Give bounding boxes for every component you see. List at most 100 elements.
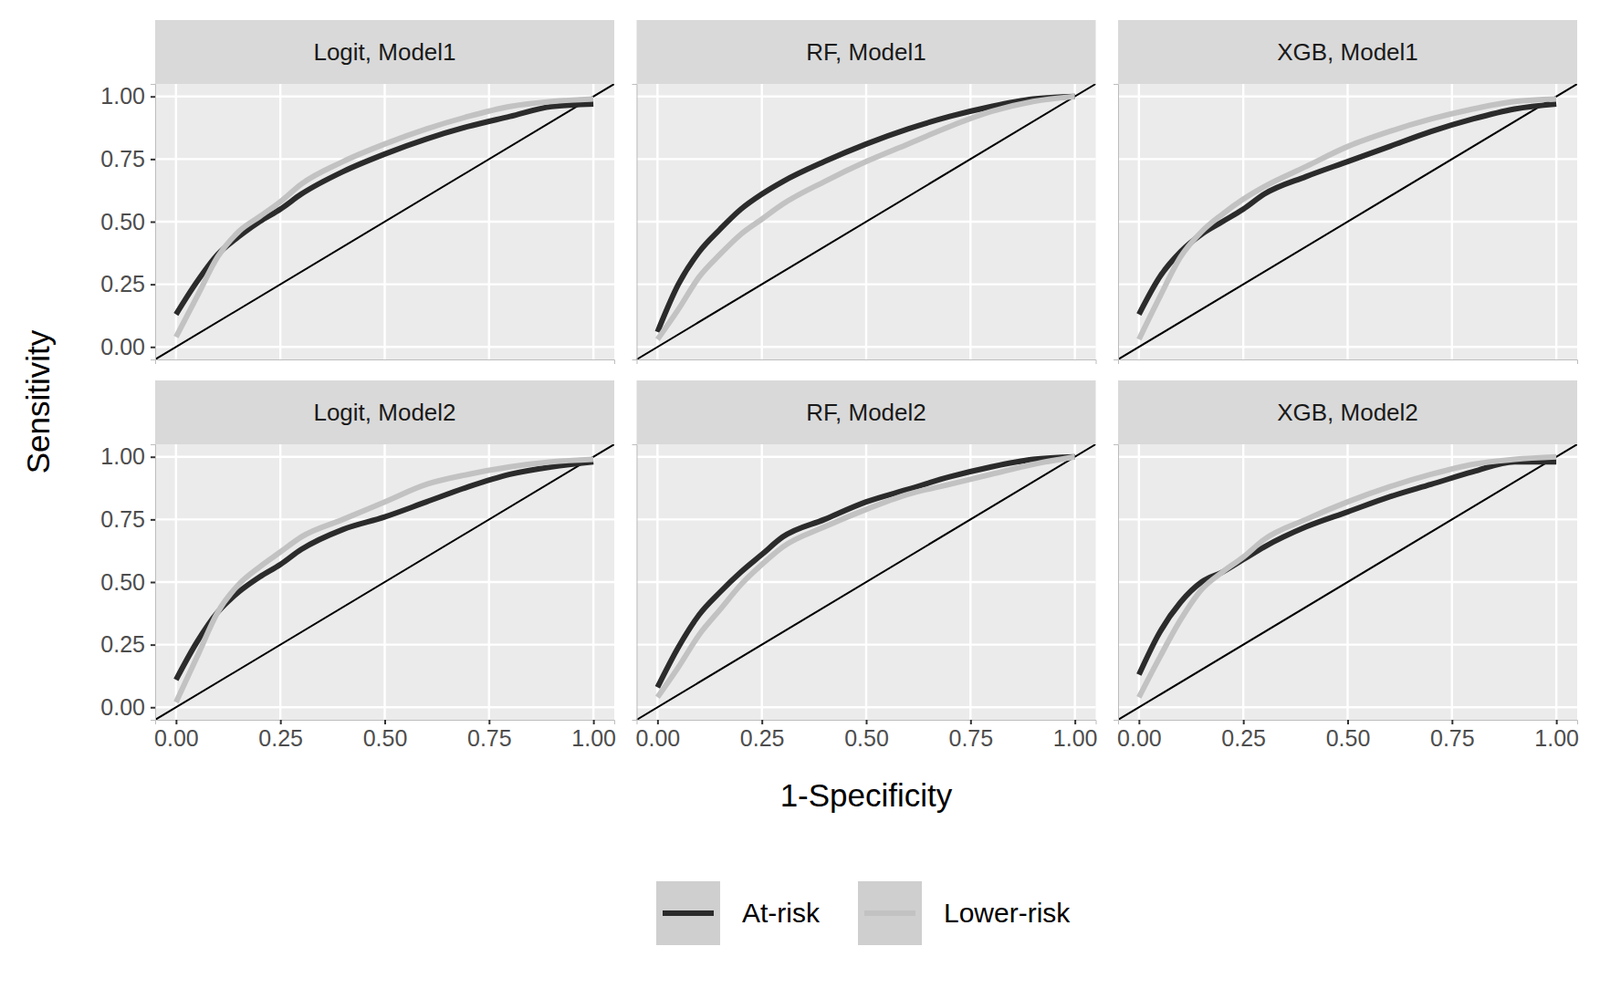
panel-background <box>637 83 1097 360</box>
tick: 0.75 <box>100 506 156 533</box>
tick: 0.25 <box>740 720 785 752</box>
grid-line <box>637 518 1097 521</box>
panel: 0.000.250.500.751.00 <box>100 83 615 365</box>
tick-label: 0.25 <box>100 631 146 658</box>
legend-key <box>857 881 922 946</box>
reference-line <box>1118 444 1578 721</box>
tick-mark <box>150 456 156 459</box>
tick: 0.25 <box>100 271 156 297</box>
roc-line <box>1139 461 1557 675</box>
legend-swatch <box>864 910 916 917</box>
tick-mark <box>150 582 156 585</box>
tick-label: 0.25 <box>740 725 785 752</box>
tick: 1.00 <box>100 443 156 470</box>
tick-label: 0.50 <box>1326 725 1371 752</box>
panel <box>1113 83 1579 365</box>
roc-line <box>1139 457 1557 699</box>
panel-title: Logit, Model2 <box>313 398 456 427</box>
tick-mark <box>866 720 868 725</box>
panel-title: XGB, Model2 <box>1276 398 1419 427</box>
tick-mark <box>150 283 156 286</box>
strip <box>637 20 1097 84</box>
grid-line <box>155 643 615 646</box>
reference-line <box>637 444 1097 721</box>
roc-line <box>176 98 594 337</box>
grid-line <box>1118 345 1578 348</box>
legend-label: Lower-risk <box>943 898 1071 929</box>
x-axis: 0.00 0.25 0.50 0.75 1.00 <box>1117 720 1580 752</box>
tick-label: 0.75 <box>467 725 513 752</box>
strip <box>1118 20 1578 84</box>
grid-line <box>637 706 1097 709</box>
tick: 0.50 <box>844 720 889 752</box>
reference-line <box>637 83 1097 360</box>
panel <box>632 83 1098 365</box>
tick-label: 0.25 <box>100 271 146 297</box>
axis-line <box>632 84 638 361</box>
tick-mark <box>150 221 156 224</box>
tick: 1.00 <box>100 83 156 109</box>
reference-line <box>1118 83 1578 360</box>
axis-line <box>1113 445 1119 722</box>
tick-label: 0.75 <box>948 725 994 752</box>
roc-line <box>657 96 1075 333</box>
x-axis <box>156 360 616 366</box>
strip <box>155 20 615 84</box>
tick-label: 1.00 <box>100 83 146 109</box>
tick: 0.00 <box>100 334 156 360</box>
tick-label: 0.00 <box>1117 725 1162 752</box>
axis-line <box>632 445 638 722</box>
grid-line <box>1118 282 1578 285</box>
grid-line <box>155 456 615 459</box>
legend-swatch <box>662 910 714 917</box>
tick-label: 0.50 <box>100 209 146 235</box>
tick: 0.50 <box>1326 720 1371 752</box>
panel-title: Logit, Model1 <box>313 38 456 66</box>
reference-line <box>155 444 615 721</box>
axis-line <box>150 84 157 361</box>
x-axis <box>1118 360 1579 366</box>
tick-mark <box>761 720 764 725</box>
grid-line <box>637 282 1097 285</box>
tick-mark <box>150 644 156 647</box>
tick-label: 0.75 <box>100 506 146 533</box>
tick: 0.50 <box>100 209 156 235</box>
axis-line <box>1118 360 1579 366</box>
y-axis-title: Sensitivity <box>20 329 56 474</box>
panel-title: RF, Model1 <box>805 38 927 66</box>
strip <box>637 380 1097 445</box>
figure: 0.00 0.25 0.50 0.75 1.00 Logit, Model1 At-risk… <box>0 0 1600 988</box>
axis-line <box>150 445 157 722</box>
plot-area <box>155 83 615 360</box>
tick-label: 0.25 <box>1221 725 1266 752</box>
tick-label: 0.50 <box>363 725 408 752</box>
tick-mark <box>970 720 973 725</box>
tick-mark <box>1074 720 1077 725</box>
tick: 0.50 <box>100 569 156 596</box>
tick-mark <box>175 720 178 725</box>
y-axis: 0.000.250.500.751.00 <box>100 443 156 721</box>
y-axis <box>1113 84 1119 361</box>
grid-line <box>155 157 615 160</box>
x-axis <box>637 360 1097 366</box>
plot-area <box>637 444 1097 721</box>
panel-background <box>637 444 1097 721</box>
tick: 0.00 <box>154 720 199 752</box>
tick-mark <box>280 720 283 725</box>
x-axis-title: 1-Specificity <box>780 777 953 814</box>
y-axis: 0.000.250.500.751.00 <box>100 83 156 360</box>
tick-mark <box>1138 720 1140 725</box>
panel-background <box>1118 83 1578 360</box>
roc-line <box>1139 104 1557 315</box>
tick-label: 0.75 <box>1430 725 1475 752</box>
roc-line <box>176 104 594 315</box>
roc-line <box>657 457 1075 689</box>
tick-label: 1.00 <box>1053 725 1099 752</box>
tick-mark <box>384 720 387 725</box>
tick-mark <box>1556 720 1559 725</box>
tick-label: 1.00 <box>1534 725 1580 752</box>
legend: At-riskLower-risk <box>656 881 1071 946</box>
axis-line <box>1113 84 1119 361</box>
panel-title: XGB, Model1 <box>1276 38 1419 66</box>
panel-background <box>155 83 615 360</box>
